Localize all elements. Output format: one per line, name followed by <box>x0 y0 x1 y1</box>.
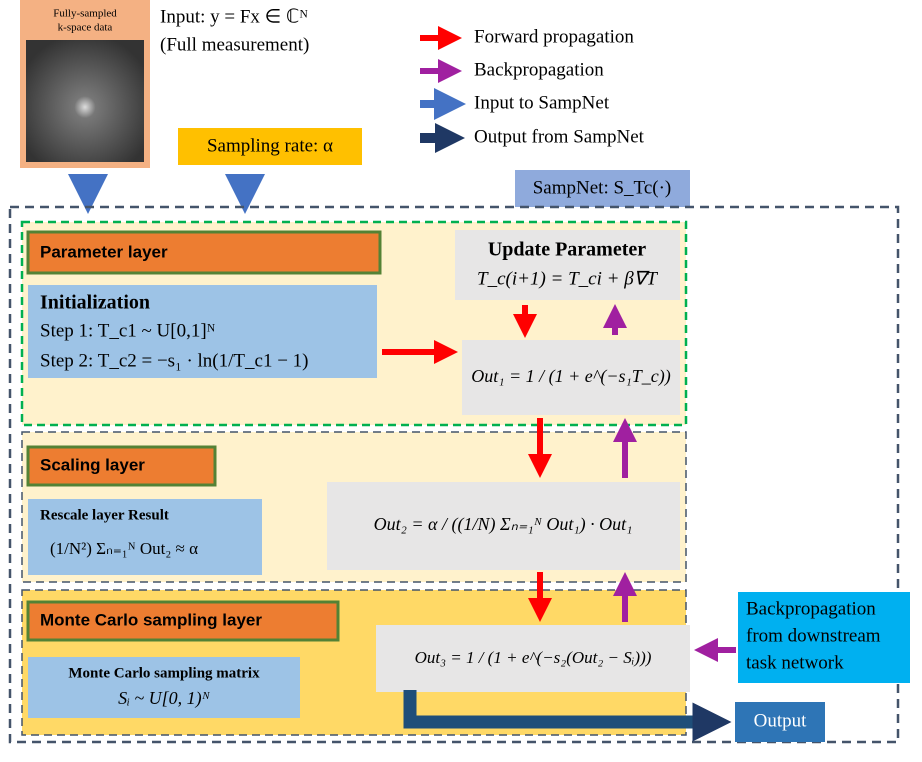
init-step: Step 1: T_c1 ~ U[0,1]ᴺ <box>40 320 216 341</box>
image-title: k-space data <box>58 22 113 34</box>
diagram: Fully-sampled k-space data Input: y = Fx… <box>0 0 922 757</box>
matrix-formula: Sᵢ ~ U[0, 1)ᴺ <box>118 688 211 709</box>
layer-title: Monte Carlo sampling layer <box>40 610 262 629</box>
out1: Out₁ = 1 / (1 + e^(−s₁T_c)) <box>471 366 671 387</box>
image-title: Fully-sampled <box>53 8 117 20</box>
legend-label: Output from SampNet <box>474 126 645 147</box>
legend-label: Input to SampNet <box>474 92 610 113</box>
rescale-formula: (1/N²) Σₙ₌₁ᴺ Out₂ ≈ α <box>50 539 198 558</box>
rescale-title: Rescale layer Result <box>40 507 169 523</box>
legend-label: Backpropagation <box>474 59 604 80</box>
init-step: Step 2: T_c2 = −s₁ · ln(1/T_c1 − 1) <box>40 350 309 371</box>
kspace-image <box>26 40 144 162</box>
update-title: Update Parameter <box>488 239 646 261</box>
sampling-rate: Sampling rate: α <box>207 135 333 156</box>
downstream-label: from downstream <box>746 625 881 646</box>
legend-label: Forward propagation <box>474 26 634 47</box>
sampnet-label: SampNet: S_Tc(·) <box>533 177 672 198</box>
layer-title: Scaling layer <box>40 455 145 474</box>
downstream-label: task network <box>746 652 844 673</box>
out3: Out₃ = 1 / (1 + e^(−s₂(Out₂ − Sᵢ))) <box>415 648 652 667</box>
input-formula: Input: y = Fx ∈ ℂᴺ <box>160 6 308 27</box>
downstream-label: Backpropagation <box>746 598 876 619</box>
matrix-title: Monte Carlo sampling matrix <box>68 665 260 681</box>
output-label: Output <box>754 710 808 731</box>
input-note: (Full measurement) <box>160 34 309 55</box>
update-formula: T_c(i+1) = T_ci + β∇T <box>477 268 658 289</box>
init-title: Initialization <box>40 292 150 314</box>
layer-title: Parameter layer <box>40 242 168 261</box>
out2: Out₂ = α / ((1/N) Σₙ₌₁ᴺ Out₁) · Out₁ <box>374 514 633 535</box>
